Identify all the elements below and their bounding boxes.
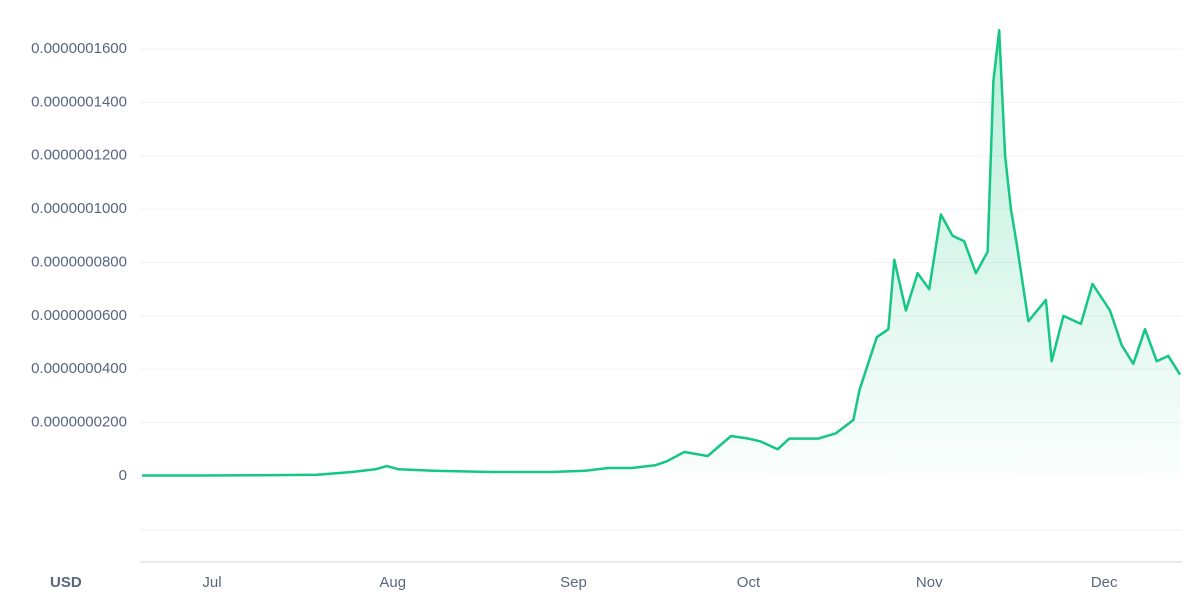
y-tick-label: 0.0000000200: [31, 414, 127, 431]
x-tick-label: Sep: [560, 574, 587, 591]
x-tick-label: Aug: [379, 574, 406, 591]
y-tick-label: 0.0000001000: [31, 200, 127, 217]
x-tick-label: Jul: [202, 574, 221, 591]
x-tick-label: Nov: [916, 574, 943, 591]
currency-label: USD: [50, 574, 82, 591]
y-tick-label: 0.0000001600: [31, 40, 127, 57]
x-tick-label: Oct: [737, 574, 761, 591]
y-tick-label: 0.0000001200: [31, 147, 127, 164]
y-tick-label: 0.0000000800: [31, 253, 127, 270]
y-tick-label: 0.0000001400: [31, 93, 127, 110]
y-tick-label: 0.0000000600: [31, 307, 127, 324]
price-line: [142, 29, 1182, 477]
y-tick-label: 0.0000000400: [31, 360, 127, 377]
y-tick-label: 0: [119, 467, 127, 484]
x-tick-label: Dec: [1091, 574, 1118, 591]
price-area: [142, 30, 1180, 477]
